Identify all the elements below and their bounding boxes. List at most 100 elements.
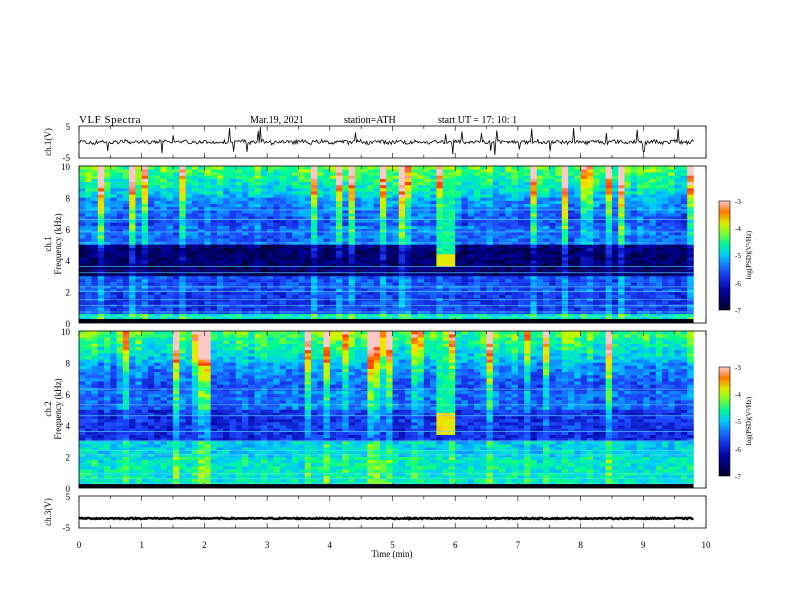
spectrogram-cell: [166, 166, 174, 170]
spectrogram-cell: [154, 216, 161, 220]
spectrogram-cell: [461, 225, 469, 230]
spectrogram-cell: [555, 294, 563, 299]
spectrogram-cell: [630, 194, 638, 198]
spectrogram-cell: [317, 200, 324, 204]
spectrogram-cell: [191, 263, 199, 267]
spectrogram-cell: [116, 238, 124, 242]
spectrogram-cell: [561, 272, 569, 277]
spectrogram-cell: [687, 291, 694, 296]
spectrogram-cell: [248, 216, 255, 220]
spectrogram-cell: [649, 200, 657, 204]
spectrogram-cell: [649, 228, 657, 233]
spectrogram-cell: [122, 194, 130, 198]
spectrogram-cell: [555, 316, 563, 321]
spectrogram-cell: [411, 228, 418, 233]
spectrogram-cell: [191, 269, 199, 274]
spectrogram-cell: [455, 225, 462, 230]
spectrogram-cell: [361, 266, 368, 270]
spectrogram-cell: [342, 203, 349, 208]
spectrogram-cell: [304, 191, 312, 195]
spectrogram-cell: [242, 219, 249, 223]
spectrogram-cell: [173, 294, 180, 299]
spectrogram-cell: [185, 194, 193, 198]
spectrogram-cell: [304, 194, 312, 198]
spectrogram-cell: [254, 197, 262, 201]
spectrogram-cell: [254, 282, 262, 286]
spectrogram-cell: [154, 213, 161, 217]
spectrogram-cell: [79, 288, 86, 292]
spectrogram-cell: [405, 279, 412, 283]
spectrogram-cell: [361, 313, 368, 318]
spectrogram-cell: [555, 307, 563, 311]
spectrogram-cell: [141, 282, 149, 286]
spectrogram-cell: [555, 301, 563, 305]
spectrogram-cell: [260, 191, 268, 195]
spectrogram-cell: [342, 266, 349, 270]
spectrogram-cell: [436, 172, 443, 176]
spectrogram-cell: [599, 169, 606, 173]
spectrogram-cell: [97, 316, 105, 321]
spectrogram-cell: [173, 282, 180, 286]
spectrogram-cell: [179, 294, 186, 299]
spectrogram-cell: [367, 253, 374, 258]
spectrogram-cell: [524, 301, 531, 305]
spectrogram-cell: [530, 187, 538, 192]
spectrogram-cell: [160, 288, 168, 292]
spectrogram-cell: [417, 175, 425, 179]
spectrogram-cell: [599, 235, 606, 239]
spectrogram-cell: [85, 307, 92, 311]
spectrogram-cell: [662, 279, 669, 283]
spectrogram-cell: [486, 263, 494, 267]
spectrogram-cell: [461, 213, 469, 217]
spectrogram-cell: [141, 206, 149, 211]
spectrogram-cell: [436, 253, 443, 258]
spectrogram-cell: [674, 279, 682, 283]
spectrogram-cell: [599, 203, 606, 208]
spectrogram-cell: [430, 316, 437, 321]
spectrogram-cell: [191, 175, 199, 179]
spectrogram-cell: [411, 225, 418, 230]
spectrogram-cell: [680, 301, 688, 305]
spectrogram-cell: [430, 216, 437, 220]
spectrogram-cell: [260, 222, 268, 226]
spectrogram-cell: [373, 206, 381, 211]
spectrogram-cell: [668, 275, 675, 280]
spectrogram-cell: [373, 191, 381, 195]
spectrogram-cell: [235, 166, 243, 170]
spectrogram-cell: [342, 301, 349, 305]
spectrogram-cell: [104, 184, 111, 189]
spectrogram-cell: [386, 301, 393, 305]
spectrogram-cell: [392, 253, 400, 258]
spectrogram-cell: [618, 206, 625, 211]
spectrogram-cell: [154, 178, 161, 182]
spectrogram-cell: [147, 213, 155, 217]
spectrogram-cell: [210, 219, 218, 223]
spectrogram-cell: [348, 260, 356, 264]
spectrogram-cell: [235, 216, 243, 220]
spectrogram-cell: [561, 294, 569, 299]
spectrogram-cell: [179, 231, 186, 236]
spectrogram-cell: [85, 228, 92, 233]
spectrogram-cell: [185, 222, 193, 226]
spectrogram-cell: [122, 291, 130, 296]
spectrogram-cell: [624, 225, 632, 230]
spectrogram-cell: [662, 219, 669, 223]
spectrogram-cell: [235, 247, 243, 252]
spectrogram-cell: [179, 269, 186, 274]
spectrogram-cell: [455, 275, 462, 280]
spectrogram-cell: [455, 209, 462, 214]
spectrogram-cell: [624, 272, 632, 277]
spectrogram-cell: [122, 197, 130, 201]
spectrogram-cell: [129, 291, 136, 296]
spectrogram-cell: [336, 191, 343, 195]
spectrogram-cell: [160, 247, 168, 252]
spectrogram-cell: [223, 282, 230, 286]
spectrogram-cell: [517, 269, 525, 274]
spectrogram-cell: [405, 272, 412, 277]
spectrogram-cell: [668, 231, 675, 236]
spectrogram-cell: [618, 282, 625, 286]
spectrogram-cell: [173, 206, 180, 211]
spectrogram-cell: [386, 257, 393, 261]
spectrogram-cell: [166, 175, 174, 179]
spectrogram-cell: [298, 269, 306, 274]
